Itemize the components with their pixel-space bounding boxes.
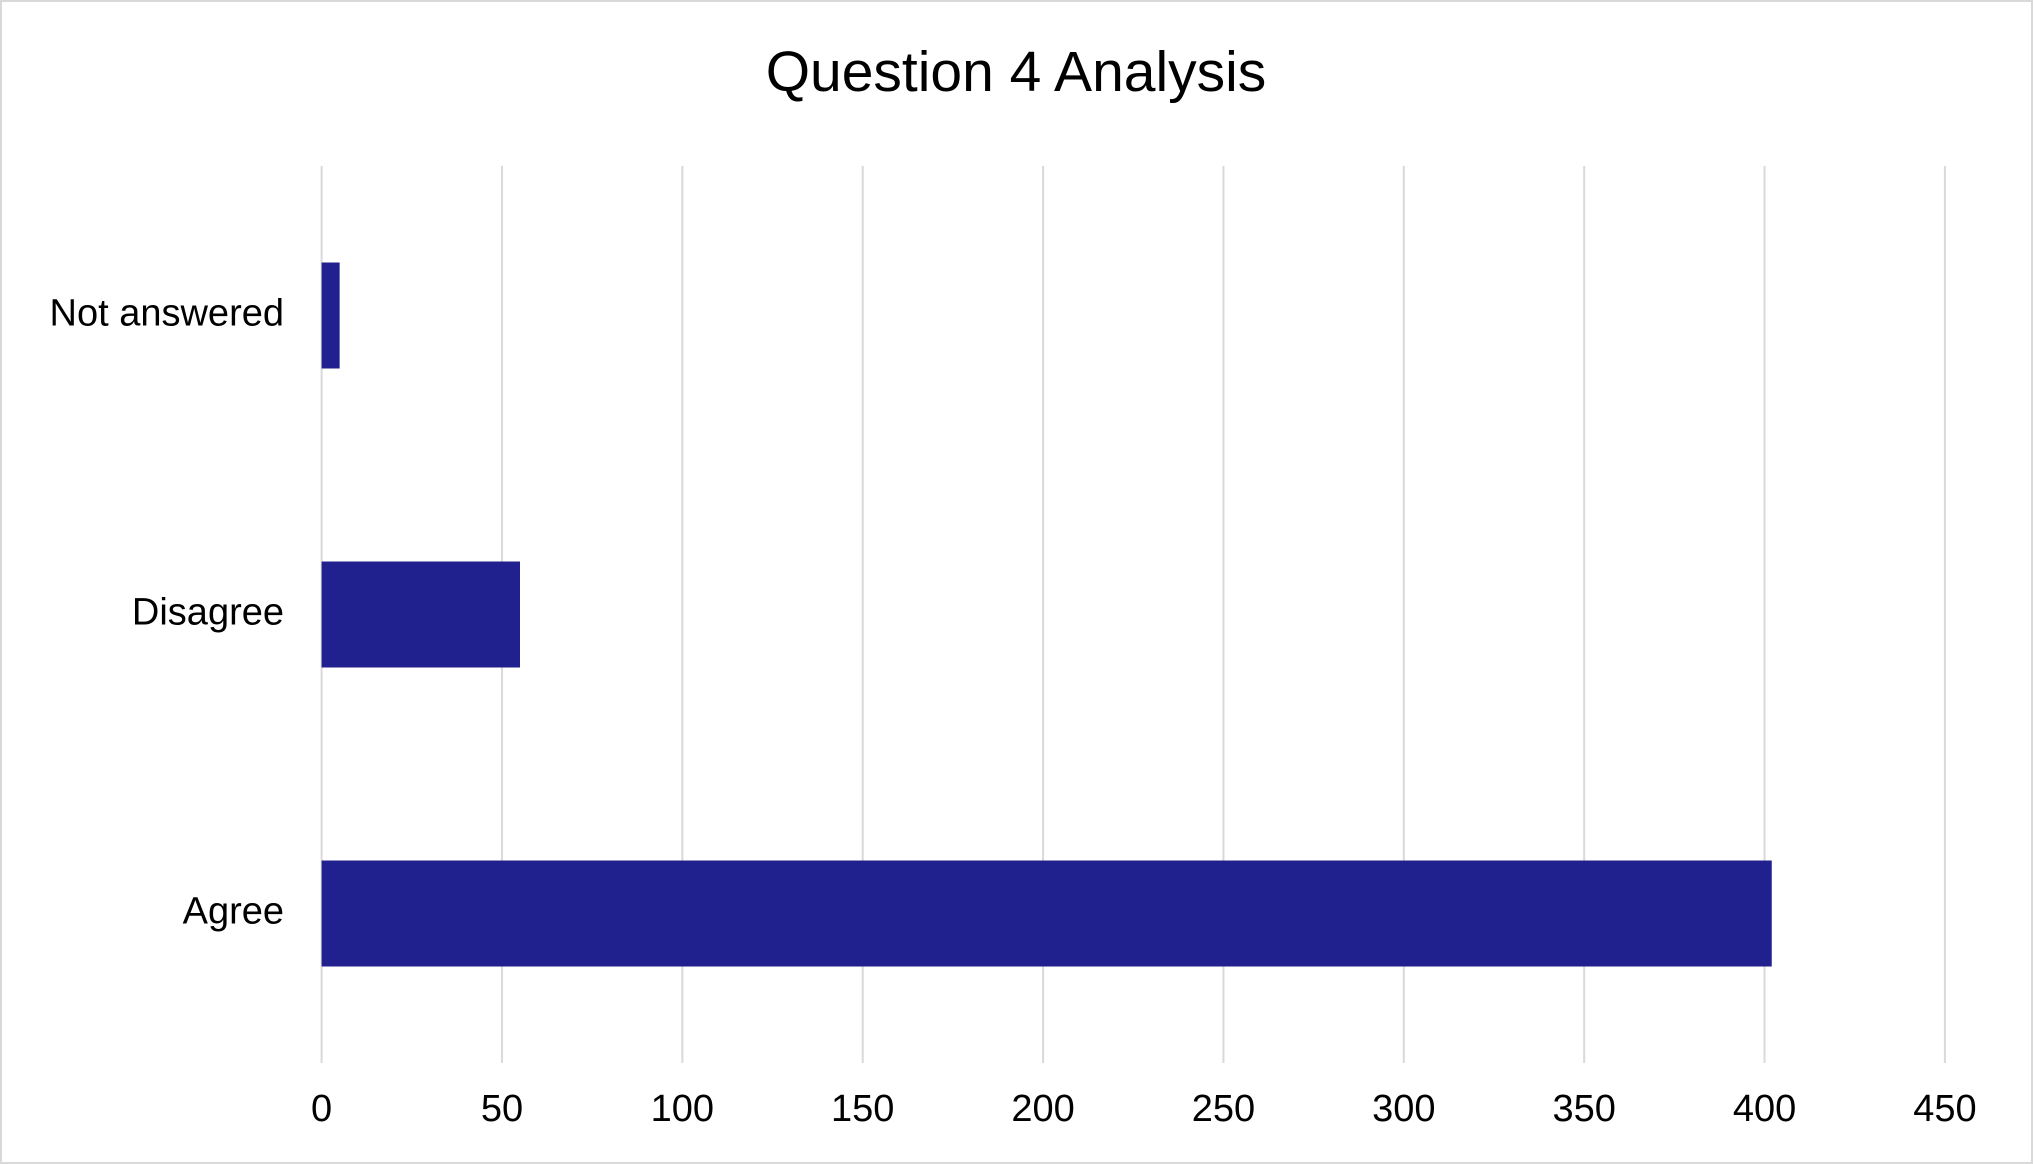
y-tick-label: Not answered [50,293,284,335]
x-tick-label: 200 [1011,1088,1074,1130]
x-tick-label: 300 [1372,1088,1435,1130]
x-tick-label: 0 [311,1088,332,1130]
x-tick-label: 100 [651,1088,714,1130]
chart-title: Question 4 Analysis [766,40,1267,104]
bar [321,561,521,668]
y-tick-label: Disagree [132,592,284,634]
bar [321,262,340,369]
x-tick-label: 450 [1913,1088,1976,1130]
y-tick-label: Agree [183,891,284,933]
bar [321,860,1772,967]
x-tick-label: 150 [831,1088,894,1130]
x-tick-label: 350 [1552,1088,1615,1130]
x-tick-label: 250 [1192,1088,1255,1130]
x-tick-label: 400 [1733,1088,1796,1130]
x-tick-label: 50 [481,1088,523,1130]
